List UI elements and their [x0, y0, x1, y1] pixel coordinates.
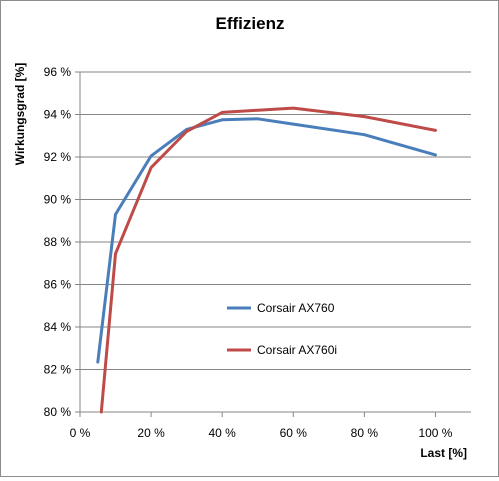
axis-layer: 80 % 82 % 84 % 86 % 88 % 90 % 92 % 94 % 96 % 0 % 2…	[44, 65, 471, 440]
chart-title: Effizienz	[216, 14, 285, 33]
y-tick-label: 82 %	[44, 363, 72, 377]
y-tick-label: 96 %	[44, 65, 72, 79]
y-tick-label: 92 %	[44, 150, 72, 164]
y-tick-label: 80 %	[44, 405, 72, 419]
data-point	[256, 109, 259, 112]
data-point	[96, 361, 99, 364]
data-point	[100, 411, 103, 414]
x-tick-label: 0 %	[70, 426, 91, 440]
x-tick-label: 40 %	[209, 426, 237, 440]
data-point	[434, 153, 437, 156]
legend-label-1: Corsair AX760i	[257, 343, 337, 357]
data-point	[363, 133, 366, 136]
data-point	[150, 166, 153, 169]
x-tick-label: 80 %	[351, 426, 379, 440]
data-point	[292, 123, 295, 126]
x-tick-label: 20 %	[137, 426, 165, 440]
series-line-1	[99, 106, 437, 414]
series-layer	[96, 106, 437, 414]
y-axis-title: Wirkungsgrad [%]	[13, 63, 27, 166]
legend: Corsair AX760 Corsair AX760i	[227, 301, 337, 357]
data-point	[114, 213, 117, 216]
data-point	[221, 118, 224, 121]
data-point	[150, 154, 153, 157]
x-tick-label: 60 %	[280, 426, 308, 440]
y-tick-label: 90 %	[44, 193, 72, 207]
data-point	[292, 107, 295, 110]
data-point	[434, 129, 437, 132]
data-point	[363, 115, 366, 118]
x-axis-title: Last [%]	[420, 446, 467, 460]
data-point	[185, 130, 188, 133]
y-tick-label: 94 %	[44, 108, 72, 122]
data-point	[256, 117, 259, 120]
legend-label-0: Corsair AX760	[257, 301, 335, 315]
data-point	[221, 111, 224, 114]
y-tick-label: 84 %	[44, 320, 72, 334]
series-line-0	[96, 117, 437, 364]
y-tick-label: 88 %	[44, 235, 72, 249]
x-tick-label: 100 %	[418, 426, 452, 440]
y-tick-label: 86 %	[44, 278, 72, 292]
data-point	[114, 252, 117, 255]
grid-layer	[80, 71, 471, 370]
